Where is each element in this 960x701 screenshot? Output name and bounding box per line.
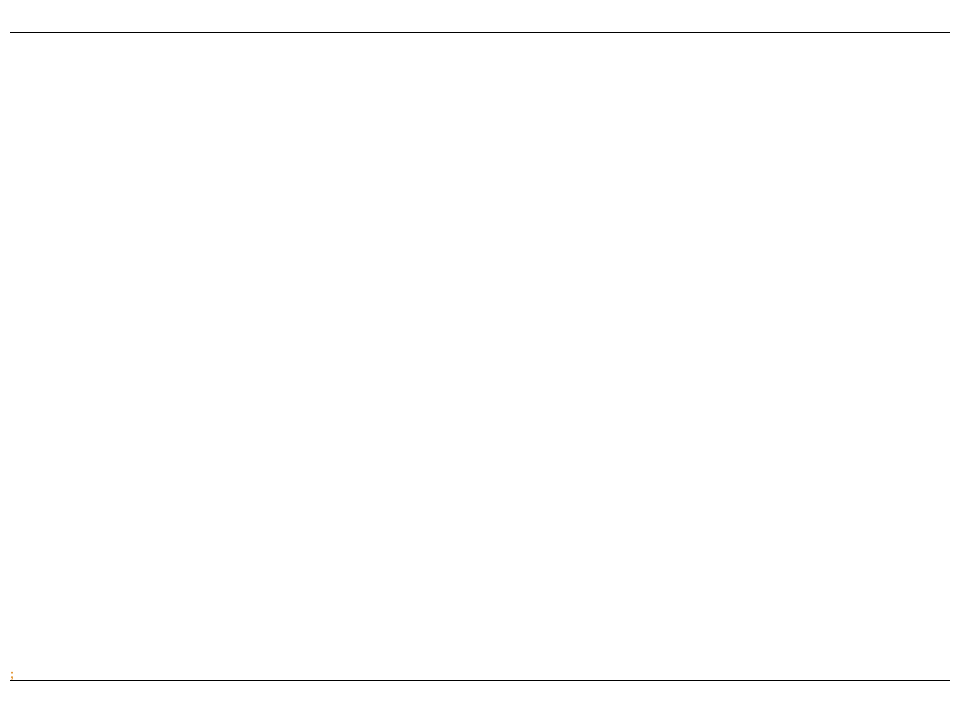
footer-logo: ; [10, 667, 14, 681]
diagram-canvas [0, 60, 960, 650]
page-header [0, 0, 960, 34]
footer-rule [10, 680, 950, 681]
header-rule [10, 32, 950, 33]
diagram-links [0, 60, 960, 650]
